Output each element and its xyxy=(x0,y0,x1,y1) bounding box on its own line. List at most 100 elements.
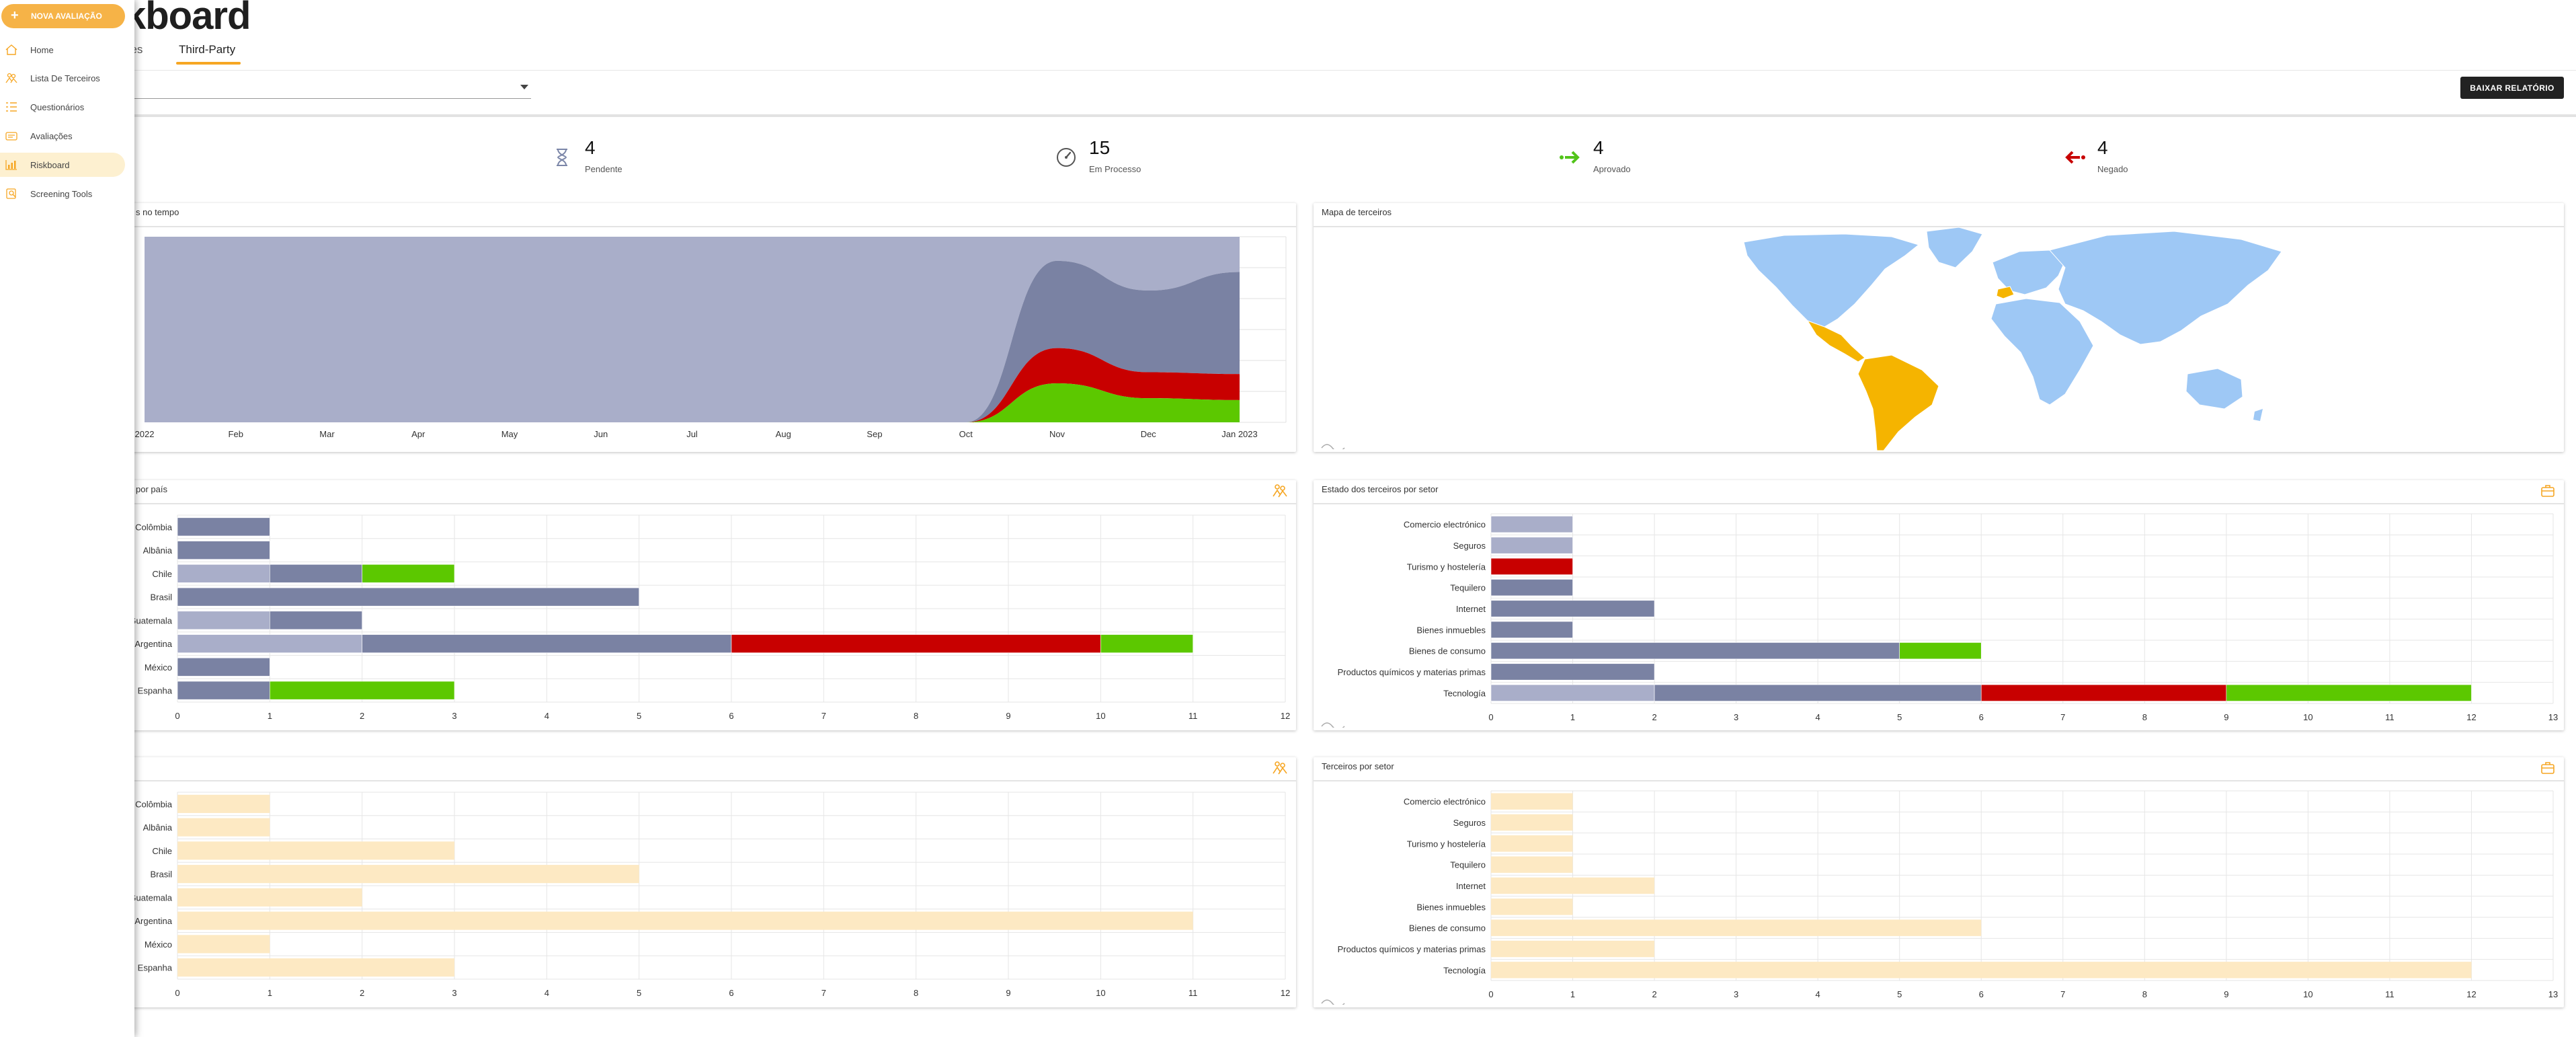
country-status-chart: 0 1 2 3 4 5 6 7 8 9 10 11 12ColômbiaAlbâniaChileBras… xyxy=(129,514,1290,721)
bar-segment xyxy=(177,564,270,583)
chart-menu-icon[interactable] xyxy=(1320,997,1347,1005)
tab-third-party[interactable]: Third-Party xyxy=(179,43,236,56)
x-tick-label: 5 xyxy=(637,988,641,998)
timeline-card: 2022 Feb Mar Apr May Jun Jul Aug Sep Oct Nov Dec Jan… xyxy=(113,203,1296,452)
bar-segment xyxy=(731,634,1101,653)
x-tick-label: Dec xyxy=(1141,429,1157,439)
x-tick-label: 9 xyxy=(2224,989,2228,999)
x-tick-label: 6 xyxy=(729,988,733,998)
sidebar-item-third-party-list[interactable]: Lista De Terceiros xyxy=(0,66,125,90)
map-region-asia xyxy=(2049,231,2282,345)
stat-denied: 4 Negado xyxy=(2061,135,2236,182)
category-label: México xyxy=(145,662,172,673)
map-region-oceania xyxy=(2185,368,2243,410)
x-tick-label: Aug xyxy=(776,429,791,439)
x-tick-label: 7 xyxy=(821,988,826,998)
people-icon xyxy=(1273,484,1287,498)
plus-icon: + xyxy=(11,8,19,23)
sidebar-item-evaluations[interactable]: Avaliações xyxy=(0,124,125,148)
card-divider xyxy=(1314,503,2564,504)
stat-value: 4 xyxy=(2097,137,2108,158)
card-divider xyxy=(113,780,1296,781)
bar-segment xyxy=(177,681,270,700)
category-label: Turismo y hostelería xyxy=(1407,562,1486,572)
area-series xyxy=(145,383,1240,422)
x-tick-label: 2 xyxy=(360,711,364,721)
sidebar-item-label: Home xyxy=(30,45,54,55)
category-label: Bienes inmuebles xyxy=(1416,625,1486,635)
x-tick-label: May xyxy=(501,429,518,439)
sidebar-item-questionnaires[interactable]: Questionários xyxy=(0,95,125,119)
bar-segment xyxy=(177,541,270,560)
sidebar-item-label: Riskboard xyxy=(30,160,70,170)
map-region-greenland xyxy=(1926,227,1983,268)
stat-value: 4 xyxy=(585,137,596,158)
x-tick-label: 12 xyxy=(2466,712,2476,722)
bar xyxy=(1491,940,1655,958)
stat-label: Negado xyxy=(2097,164,2128,174)
x-tick-label: 0 xyxy=(1488,989,1493,999)
sidebar-item-label: Screening Tools xyxy=(30,189,93,199)
category-label: Albânia xyxy=(143,545,173,555)
area-series xyxy=(145,237,1240,422)
x-tick-label: 6 xyxy=(1979,712,1984,722)
x-tick-label: 3 xyxy=(452,711,456,721)
bar-segment xyxy=(1490,663,1655,681)
sidebar-item-screening-tools[interactable]: Screening Tools xyxy=(0,182,125,206)
x-tick-label: 6 xyxy=(1979,989,1984,999)
dropdown-arrow-icon[interactable] xyxy=(520,85,528,89)
sidebar-item-riskboard[interactable]: Riskboard xyxy=(0,153,125,177)
area-series xyxy=(145,260,1240,422)
bar xyxy=(1491,898,1573,915)
category-label: Seguros xyxy=(1453,541,1486,551)
x-tick-label: 10 xyxy=(2303,712,2312,722)
country-status-card: 0 1 2 3 4 5 6 7 8 9 10 11 12 Colômbia Albânia Chile Bras… xyxy=(113,480,1296,730)
bar-segment xyxy=(1490,516,1573,533)
bar-segment xyxy=(270,611,362,630)
x-tick-label: 10 xyxy=(1096,988,1105,998)
bar xyxy=(1491,919,1982,936)
bar-chart-icon xyxy=(5,160,17,170)
x-tick-label: 5 xyxy=(637,711,641,721)
x-tick-label: 8 xyxy=(914,988,918,998)
x-tick-label: Jun xyxy=(594,429,608,439)
speedometer-icon xyxy=(1057,148,1076,167)
x-tick-label: 11 xyxy=(1189,988,1198,998)
x-tick-label: Sep xyxy=(867,429,882,439)
x-tick-label: 2 xyxy=(1652,989,1656,999)
bar-segment xyxy=(1490,579,1573,597)
people-icon xyxy=(1273,761,1287,775)
bar xyxy=(1491,877,1655,894)
chart-menu-icon[interactable] xyxy=(1320,441,1347,449)
bar-segment xyxy=(177,611,270,630)
sidebar-item-home[interactable]: Home xyxy=(0,38,125,62)
x-tick-label: 7 xyxy=(2060,712,2065,722)
x-tick-label: 4 xyxy=(1816,989,1820,999)
new-evaluation-button[interactable]: + NOVA AVALIAÇÃO xyxy=(1,4,125,28)
stat-label: Pendente xyxy=(585,164,622,174)
checklist-icon xyxy=(6,102,17,112)
bar-segment xyxy=(1490,621,1573,638)
category-label: Bienes inmuebles xyxy=(1416,902,1486,912)
world-map[interactable] xyxy=(1314,203,2564,452)
x-tick-label: 11 xyxy=(2385,989,2394,999)
x-tick-label: 7 xyxy=(2060,989,2065,999)
new-evaluation-label: NOVA AVALIAÇÃO xyxy=(31,11,102,21)
bar-segment xyxy=(177,517,270,537)
download-report-button[interactable]: BAIXAR RELATÓRIO xyxy=(2460,77,2564,99)
x-tick-label: 8 xyxy=(914,711,918,721)
bar xyxy=(177,818,270,837)
bar xyxy=(1491,856,1573,873)
category-label: Tequilero xyxy=(1450,583,1486,593)
x-tick-label: 9 xyxy=(1006,988,1010,998)
category-label: Brasil xyxy=(150,592,172,603)
x-tick-label: 13 xyxy=(2548,989,2558,999)
bar xyxy=(177,841,454,860)
x-tick-label: Feb xyxy=(229,429,243,439)
x-tick-label: 0 xyxy=(175,711,179,721)
chart-menu-icon[interactable] xyxy=(1320,720,1347,728)
filter-select[interactable] xyxy=(0,79,531,99)
category-label: Bienes de consumo xyxy=(1409,923,1486,933)
bar-segment xyxy=(1980,684,2227,701)
map-region-mexico xyxy=(1806,320,1865,362)
